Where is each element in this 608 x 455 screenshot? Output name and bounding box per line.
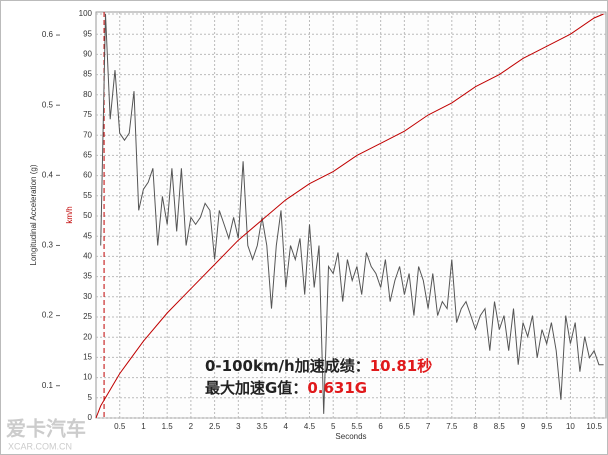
- y2-tick-label: 15: [83, 353, 92, 362]
- y2-tick-label: 0: [88, 413, 93, 422]
- x-tick-label: 1.5: [162, 422, 174, 431]
- x-tick-label: 8.5: [494, 422, 506, 431]
- x-tick-label: 10.5: [586, 422, 602, 431]
- y2-tick-label: 20: [83, 332, 92, 341]
- y2-tick-label: 95: [83, 29, 92, 38]
- y2-tick-label: 30: [83, 292, 92, 301]
- x-tick-label: 2: [189, 422, 194, 431]
- y-tick-label: 0.4: [42, 170, 54, 179]
- y2-tick-label: 60: [83, 171, 92, 180]
- y2-tick-label: 25: [83, 312, 92, 321]
- y-tick-label: 0.6: [42, 30, 54, 39]
- annotation-highlight: 0.631G: [307, 379, 367, 397]
- x-tick-label: 6.5: [399, 422, 411, 431]
- x-tick-label: 0.5: [114, 422, 126, 431]
- x-tick-label: 10: [566, 422, 575, 431]
- x-axis-label: Seconds: [335, 432, 366, 441]
- y2-tick-label: 65: [83, 151, 92, 160]
- series-line: [100, 13, 604, 414]
- y-axis-label: Longitudinal Acceleration (g): [29, 164, 38, 265]
- plot-area: [95, 11, 607, 419]
- watermark-sub: XCAR.COM.CN: [8, 441, 72, 451]
- x-tick-label: 1: [141, 422, 146, 431]
- annotation-text: 0-100km/h加速成绩：: [205, 357, 370, 375]
- y-tick-label: 0.3: [42, 241, 54, 250]
- x-tick-label: 7: [426, 422, 431, 431]
- watermark: 爱卡汽车: [6, 417, 86, 441]
- x-tick-label: 7.5: [446, 422, 458, 431]
- y2-tick-label: 90: [83, 50, 92, 59]
- x-tick-label: 3.5: [256, 422, 268, 431]
- series-line: [95, 13, 604, 419]
- y2-tick-label: 50: [83, 211, 92, 220]
- y-tick-label: 0.1: [42, 381, 54, 390]
- y2-tick-label: 35: [83, 272, 92, 281]
- y2-axis-label: km/h: [65, 206, 74, 223]
- y-tick-label: 0.2: [42, 311, 54, 320]
- y2-tick-label: 10: [83, 373, 92, 382]
- x-tick-label: 9: [521, 422, 526, 431]
- annotation-text: 最大加速G值：: [205, 379, 307, 397]
- x-tick-label: 4.5: [304, 422, 316, 431]
- y2-tick-label: 100: [79, 9, 93, 18]
- y2-tick-label: 75: [83, 110, 92, 119]
- y2-tick-label: 55: [83, 191, 92, 200]
- annotation: 0-100km/h加速成绩：10.81秒: [205, 357, 432, 375]
- y2-tick-label: 45: [83, 231, 92, 240]
- y2-tick-label: 80: [83, 90, 92, 99]
- y2-tick-label: 40: [83, 252, 92, 261]
- annotation-highlight: 10.81秒: [370, 357, 432, 375]
- annotation: 最大加速G值：0.631G: [205, 379, 367, 397]
- x-tick-label: 8: [473, 422, 478, 431]
- x-tick-label: 9.5: [541, 422, 553, 431]
- x-tick-label: 5: [331, 422, 336, 431]
- y2-tick-label: 70: [83, 130, 92, 139]
- x-tick-label: 6: [378, 422, 383, 431]
- x-tick-label: 3: [236, 422, 241, 431]
- y-tick-label: 0.5: [42, 100, 54, 109]
- x-tick-label: 5.5: [351, 422, 363, 431]
- y2-tick-label: 85: [83, 70, 92, 79]
- x-tick-label: 2.5: [209, 422, 221, 431]
- x-tick-label: 4: [284, 422, 289, 431]
- y2-tick-label: 5: [88, 393, 93, 402]
